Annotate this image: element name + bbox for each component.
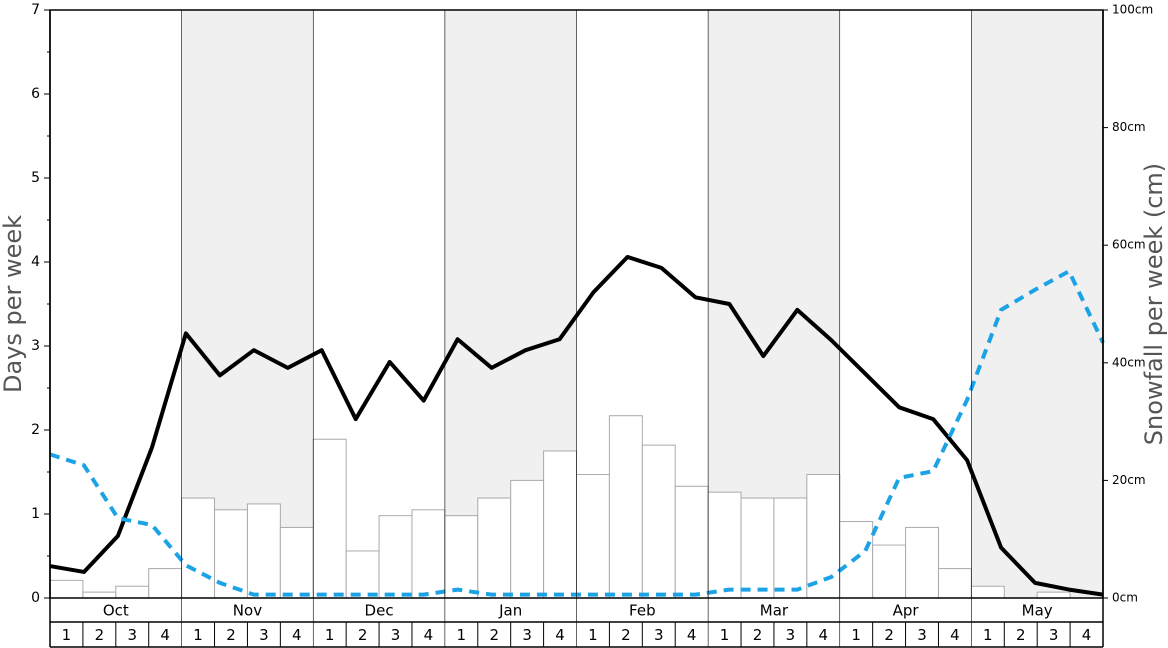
month-label: Oct	[103, 602, 129, 620]
bar	[312, 438, 347, 599]
bar	[937, 568, 972, 599]
bar	[806, 474, 841, 599]
bar	[970, 585, 1005, 599]
month-label: Apr	[893, 602, 920, 620]
x-tick-label: 2	[95, 626, 105, 644]
bar	[49, 579, 84, 599]
month-label: May	[1022, 602, 1053, 620]
x-tick-label: 2	[226, 626, 236, 644]
x-tick-label: 2	[489, 626, 499, 644]
bar	[674, 485, 709, 599]
x-tick-label: 4	[160, 626, 170, 644]
y-tick-label: 7	[31, 2, 40, 18]
bar	[378, 515, 413, 599]
y-tick-label: 2	[31, 422, 40, 438]
y2-axis-label: Snowfall per week (cm)	[1140, 163, 1168, 445]
x-tick-label: 2	[621, 626, 631, 644]
y-tick-label: 4	[31, 254, 40, 270]
bar	[510, 479, 545, 599]
y-tick-label: 6	[31, 86, 40, 102]
bar	[641, 444, 676, 599]
x-tick-label: 2	[1016, 626, 1026, 644]
x-tick-label: 1	[325, 626, 335, 644]
y2-tick-label: 80cm	[1112, 120, 1146, 134]
bar	[477, 497, 512, 599]
bar	[740, 497, 775, 599]
bar	[576, 474, 610, 599]
x-tick-label: 3	[1049, 626, 1059, 644]
bar	[773, 497, 808, 599]
x-tick-label: 4	[292, 626, 302, 644]
x-tick-label: 3	[522, 626, 532, 644]
bar	[279, 526, 314, 599]
month-label: Nov	[233, 602, 262, 620]
x-tick-label: 4	[1082, 626, 1092, 644]
bar	[872, 544, 907, 599]
bar	[82, 591, 117, 599]
y-axis-label: Days per week	[0, 215, 27, 393]
y2-tick-label: 60cm	[1112, 238, 1146, 252]
x-tick-label: 2	[884, 626, 894, 644]
bar	[1036, 591, 1071, 599]
month-label: Jan	[498, 602, 522, 620]
y2-tick-label: 0cm	[1112, 591, 1138, 605]
bar	[707, 491, 742, 599]
y-tick-label: 3	[31, 338, 40, 354]
x-tick-label: 1	[457, 626, 467, 644]
x-tick-label: 4	[555, 626, 565, 644]
x-tick-label: 1	[983, 626, 993, 644]
y2-tick-label: 40cm	[1112, 355, 1146, 369]
x-tick-label: 2	[753, 626, 763, 644]
bar	[148, 568, 183, 599]
bar	[444, 515, 479, 599]
y2-tick-label: 100cm	[1112, 3, 1153, 17]
x-tick-label: 1	[588, 626, 598, 644]
x-tick-label: 3	[391, 626, 401, 644]
month-shade	[971, 10, 1103, 598]
bar	[115, 585, 150, 599]
bar	[411, 509, 446, 599]
x-tick-label: 1	[62, 626, 72, 644]
x-tick-label: 4	[819, 626, 829, 644]
y-tick-label: 0	[31, 590, 40, 606]
bar	[246, 503, 281, 599]
x-tick-label: 4	[950, 626, 960, 644]
bar	[543, 450, 577, 599]
month-label: Feb	[629, 602, 656, 620]
x-tick-label: 1	[193, 626, 203, 644]
y2-tick-label: 20cm	[1112, 473, 1146, 487]
x-tick-label: 3	[654, 626, 664, 644]
x-tick-label: 1	[851, 626, 861, 644]
bar	[608, 415, 643, 599]
x-tick-label: 4	[687, 626, 697, 644]
y-tick-label: 1	[31, 506, 40, 522]
x-tick-label: 1	[720, 626, 730, 644]
x-tick-label: 3	[786, 626, 796, 644]
x-tick-label: 2	[358, 626, 368, 644]
bar	[345, 550, 380, 599]
x-tick-label: 3	[127, 626, 137, 644]
month-label: Mar	[760, 602, 789, 620]
x-tick-label: 4	[424, 626, 434, 644]
month-label: Dec	[365, 602, 394, 620]
y-tick-label: 5	[31, 170, 40, 186]
x-tick-label: 3	[259, 626, 269, 644]
x-tick-label: 3	[917, 626, 927, 644]
background	[181, 10, 1103, 598]
bar	[181, 497, 216, 599]
bar	[905, 526, 939, 599]
